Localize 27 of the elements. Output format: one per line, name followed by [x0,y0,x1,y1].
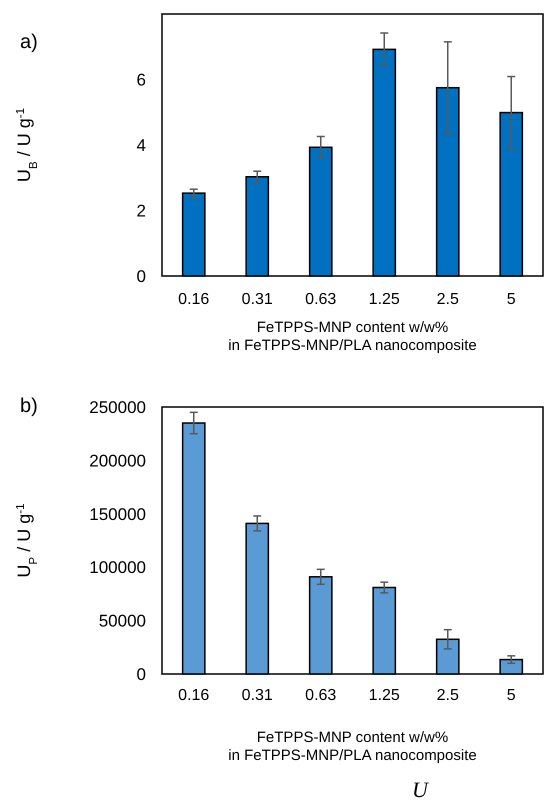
x-tick-label: 0.63 [305,687,336,704]
y-tick-label: 4 [136,136,146,155]
y-tick-label: 150000 [89,504,146,524]
x-tick-label: 0.31 [242,687,273,704]
x-axis-title: FeTPPS-MNP content w/w% in FeTPPS-MNP/PLA nanocomposite [228,319,477,354]
y-tick-label: 0 [136,266,146,286]
x-tick-label: 2.5 [436,687,459,704]
x-tick-label: 5 [506,291,516,308]
x-tick-label: 2.5 [436,291,459,308]
y-tick-label: 250000 [89,398,146,417]
x-tick-label: 5 [506,687,516,704]
y-tick-label: 6 [136,70,146,90]
x-tick-label: 1.25 [368,687,400,704]
text: U [412,777,430,802]
y-tick-label: 0 [136,664,146,684]
x-tick-label: 1.25 [368,291,400,308]
y-tick-label: 100000 [89,558,146,578]
x-tick-label: 0.16 [178,687,210,704]
y-tick-label: 50000 [98,612,146,631]
x-axis-title: FeTPPS-MNP content w/w% in FeTPPS-MNP/PLA nanocomposite [228,729,477,764]
x-tick-label: 0.63 [305,291,336,308]
y-tick-label: 2 [136,201,146,220]
x-tick-label: 0.16 [178,291,210,308]
chart-title: b) [20,395,38,417]
y-tick-label: 200000 [89,451,146,470]
x-tick-label: 0.31 [242,291,273,308]
text: a) [20,31,38,53]
